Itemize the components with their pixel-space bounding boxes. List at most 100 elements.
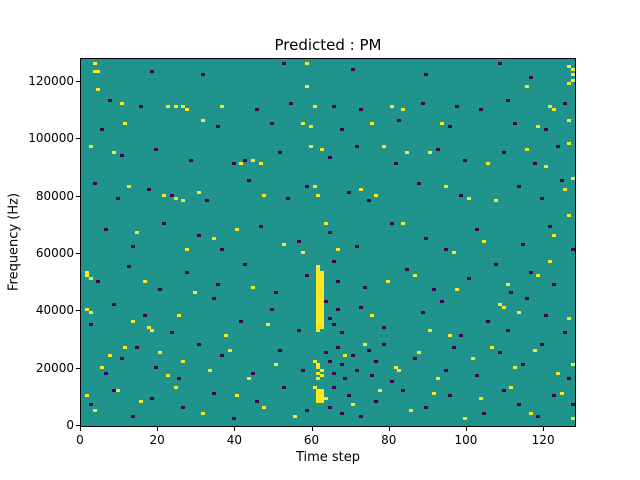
heatmap-cell (366, 348, 371, 352)
heatmap-cell (177, 314, 182, 318)
heatmap-cell (308, 145, 313, 149)
heatmap-cell (482, 239, 487, 243)
heatmap-cell (196, 190, 201, 194)
heatmap-cell (320, 279, 325, 283)
x-tick (234, 427, 236, 431)
heatmap-cell (316, 285, 321, 289)
heatmap-cell (185, 248, 190, 252)
y-tick-label: 100000 (28, 131, 74, 146)
heatmap-cell (524, 84, 529, 88)
heatmap-cell (235, 228, 240, 232)
heatmap-cell (111, 302, 116, 306)
heatmap-cell (158, 288, 163, 292)
heatmap-cell (447, 394, 452, 398)
heatmap-cell (135, 231, 140, 235)
heatmap-cell (173, 385, 178, 389)
heatmap-cell (328, 405, 332, 409)
heatmap-cell (316, 276, 321, 280)
heatmap-cell (84, 308, 89, 312)
heatmap-cell (320, 325, 325, 329)
heatmap-cell (405, 268, 410, 272)
heatmap-cell (420, 102, 425, 105)
heatmap-cell (405, 150, 410, 154)
heatmap-cell (355, 245, 360, 249)
heatmap-cell (339, 127, 344, 131)
heatmap-cell (320, 296, 325, 300)
chart-title: Predicted : PM (274, 36, 382, 54)
heatmap-cell (509, 291, 514, 295)
heatmap-cell (320, 317, 325, 321)
heatmap-cell (104, 228, 109, 232)
heatmap-cell (277, 150, 282, 154)
heatmap-cell (567, 142, 572, 146)
heatmap-cell (351, 354, 356, 358)
heatmap-cell (478, 397, 483, 401)
heatmap-cell (320, 147, 325, 151)
heatmap-cell (316, 391, 321, 395)
heatmap-cell (497, 302, 502, 306)
heatmap-cell (181, 199, 186, 203)
y-tick-label: 120000 (28, 73, 74, 88)
heatmap-cell (154, 147, 159, 151)
heatmap-cell (443, 368, 448, 372)
heatmap-cell (316, 279, 321, 283)
heatmap-cell (273, 291, 278, 295)
heatmap-cell (339, 331, 344, 335)
heatmap-cell (532, 348, 537, 352)
heatmap-cell (88, 403, 93, 407)
heatmap-cell (243, 159, 248, 163)
heatmap-cell (470, 357, 475, 361)
heatmap-cell (316, 365, 321, 369)
heatmap-cell (200, 73, 205, 77)
heatmap-cell (389, 104, 394, 108)
heatmap-cell (382, 145, 387, 149)
heatmap-cell (551, 282, 556, 286)
heatmap-cell (138, 104, 143, 108)
heatmap-cell (262, 193, 267, 197)
y-tick (76, 138, 80, 140)
heatmap-cell (316, 265, 321, 269)
heatmap-cell (135, 345, 140, 349)
heatmap-cell (304, 408, 309, 412)
heatmap-cell (227, 348, 232, 352)
heatmap-cell (567, 213, 572, 217)
heatmap-cell (92, 182, 97, 186)
heatmap-cell (320, 276, 325, 280)
heatmap-cell (246, 179, 251, 183)
heatmap-cell (154, 365, 159, 369)
heatmap-cell (138, 400, 143, 404)
heatmap-cell (254, 107, 259, 111)
heatmap-cell (200, 411, 205, 415)
heatmap-cell (335, 279, 340, 283)
heatmap-cell (320, 305, 325, 309)
heatmap-cell (328, 231, 332, 235)
heatmap-cell (493, 199, 498, 203)
x-tick (465, 427, 467, 431)
heatmap-cell (428, 150, 433, 154)
heatmap-cell (273, 362, 278, 366)
heatmap-cell (335, 345, 340, 349)
heatmap-cell (389, 380, 394, 384)
heatmap-cell (455, 288, 460, 292)
heatmap-cell (250, 285, 255, 289)
heatmap-cell (505, 328, 510, 332)
heatmap-cell (571, 73, 575, 77)
heatmap-cell (374, 193, 379, 197)
heatmap-cell (300, 251, 305, 255)
heatmap-cell (150, 70, 155, 74)
heatmap-cell (320, 391, 325, 395)
heatmap-cell (289, 102, 294, 105)
heatmap-cell (297, 239, 302, 243)
y-tick (76, 310, 80, 312)
heatmap-cell (370, 122, 375, 126)
heatmap-cell (328, 156, 332, 160)
heatmap-cell (490, 345, 495, 349)
heatmap-cell (571, 67, 575, 71)
heatmap-cell (331, 259, 336, 263)
heatmap-cell (420, 311, 425, 315)
heatmap-cell (316, 271, 321, 275)
heatmap-cell (497, 61, 502, 65)
x-tick-label: 80 (381, 433, 397, 447)
heatmap-cell (100, 365, 105, 369)
heatmap-cell (158, 351, 163, 355)
